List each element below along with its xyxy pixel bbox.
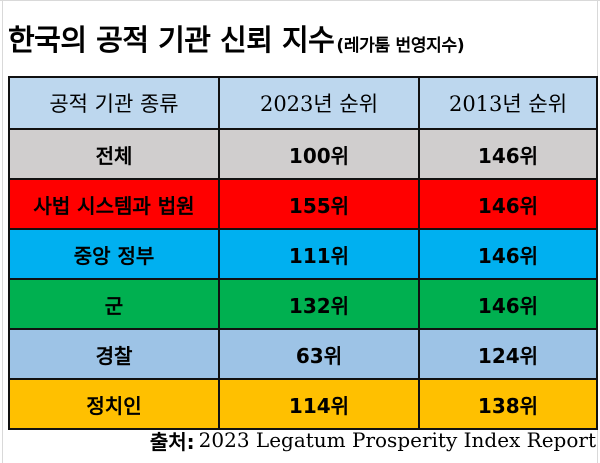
table-row: 군 132위 146위 [8, 278, 598, 330]
sheet-gridline-top [0, 0, 600, 1]
source-note: 출처: 2023 Legatum Prosperity Index Report [0, 420, 596, 460]
cell-institution: 경찰 [8, 328, 220, 380]
cell-rank-2023: 132위 [218, 278, 420, 330]
header-rank-2023: 2023년 순위 [218, 76, 420, 130]
source-text: 2023 Legatum Prosperity Index Report [198, 428, 596, 452]
header-institution-type: 공적 기관 종류 [8, 76, 220, 130]
header-rank-2013: 2013년 순위 [418, 76, 598, 130]
cell-rank-2013: 138위 [418, 378, 598, 430]
sheet-gridline-left [2, 0, 3, 463]
table-row: 정치인 114위 138위 [8, 378, 598, 430]
cell-institution: 중앙 정부 [8, 228, 220, 280]
source-label: 출처: [149, 429, 195, 454]
sheet-gridline-right [597, 0, 598, 463]
cell-rank-2023: 111위 [218, 228, 420, 280]
table-row: 중앙 정부 111위 146위 [8, 228, 598, 280]
table-row: 사법 시스템과 법원 155위 146위 [8, 178, 598, 230]
title-subtitle: (레가툼 번영지수) [336, 35, 465, 56]
cell-rank-2013: 146위 [418, 128, 598, 180]
page-title: 한국의 공적 기관 신뢰 지수 (레가툼 번영지수) [8, 6, 598, 70]
cell-institution: 정치인 [8, 378, 220, 430]
cell-rank-2023: 155위 [218, 178, 420, 230]
cell-rank-2023: 100위 [218, 128, 420, 180]
cell-rank-2023: 63위 [218, 328, 420, 380]
table-row: 경찰 63위 124위 [8, 328, 598, 380]
table-row: 전체 100위 146위 [8, 128, 598, 180]
cell-rank-2013: 124위 [418, 328, 598, 380]
cell-institution: 군 [8, 278, 220, 330]
cell-institution: 전체 [8, 128, 220, 180]
cell-rank-2023: 114위 [218, 378, 420, 430]
table-header-row: 공적 기관 종류 2023년 순위 2013년 순위 [8, 76, 598, 130]
trust-ranking-table: 공적 기관 종류 2023년 순위 2013년 순위 전체 100위 146위 사법 … [8, 76, 598, 430]
cell-rank-2013: 146위 [418, 278, 598, 330]
title-main: 한국의 공적 기관 신뢰 지수 [8, 23, 335, 57]
cell-rank-2013: 146위 [418, 178, 598, 230]
cell-institution: 사법 시스템과 법원 [8, 178, 220, 230]
cell-rank-2013: 146위 [418, 228, 598, 280]
